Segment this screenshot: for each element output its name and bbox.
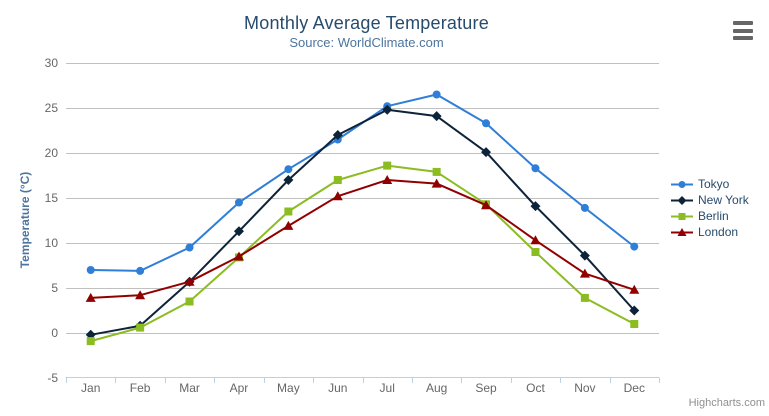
data-point[interactable] <box>530 201 541 212</box>
data-point[interactable] <box>185 297 194 306</box>
x-tick-label: Nov <box>574 381 595 395</box>
data-point[interactable] <box>580 293 589 302</box>
legend-item-tokyo[interactable]: Tokyo <box>671 178 749 190</box>
data-point[interactable] <box>332 130 343 140</box>
data-point[interactable] <box>531 248 540 256</box>
chart-title: Monthly Average Temperature <box>244 13 489 33</box>
series-line <box>89 93 636 272</box>
data-point[interactable] <box>333 176 342 184</box>
x-tick-label: Oct <box>526 381 545 395</box>
data-point <box>678 180 686 188</box>
circle-series-marker-icon <box>671 180 693 188</box>
x-tick-label: Mar <box>179 381 200 395</box>
y-tick-label: 10 <box>45 236 59 250</box>
data-point[interactable] <box>283 220 294 230</box>
data-point[interactable] <box>481 200 492 210</box>
data-point[interactable] <box>580 203 589 212</box>
legend-item-label: Tokyo <box>698 177 730 191</box>
data-point[interactable] <box>481 147 492 158</box>
x-axis-labels: Jan Feb Mar Apr May Jun Jul Aug Sep Oct Nov Dec <box>81 381 645 395</box>
x-tick-label: Aug <box>426 381 447 395</box>
y-tick-label: -5 <box>47 371 58 385</box>
series-line <box>89 108 636 336</box>
legend-item-berlin[interactable]: Berlin <box>671 210 749 222</box>
data-point[interactable] <box>432 167 441 176</box>
series-line <box>89 179 636 299</box>
data-point[interactable] <box>431 178 442 188</box>
data-point[interactable] <box>284 207 293 216</box>
legend-item-label: New York <box>698 193 749 207</box>
x-tick-label: Jun <box>328 381 347 395</box>
y-tick-label: 30 <box>45 56 59 70</box>
y-tick-label: 15 <box>45 191 59 205</box>
y-tick-label: 0 <box>51 326 58 340</box>
data-point[interactable] <box>482 119 491 128</box>
hamburger-icon <box>733 21 753 25</box>
square-series-marker-icon <box>671 212 693 220</box>
data-point[interactable] <box>383 161 392 170</box>
hamburger-icon <box>733 28 753 33</box>
data-point[interactable] <box>531 164 540 173</box>
data-point[interactable] <box>382 175 393 184</box>
export-menu-button[interactable] <box>731 21 755 40</box>
data-point[interactable] <box>135 290 146 300</box>
x-tick-label: Jan <box>81 381 100 395</box>
x-tick-label: May <box>277 381 300 395</box>
x-tick-label: Jul <box>380 381 395 395</box>
series-tokyo[interactable] <box>86 90 639 275</box>
series-line <box>89 164 636 343</box>
series-new-york[interactable] <box>85 104 640 340</box>
data-point[interactable] <box>579 250 590 261</box>
x-tick-label: Sep <box>475 381 497 395</box>
data-point[interactable] <box>86 337 95 346</box>
data-point[interactable] <box>284 165 293 174</box>
chart-subtitle: Source: WorldClimate.com <box>289 35 444 50</box>
x-tick-label: Dec <box>624 381 645 395</box>
data-point[interactable] <box>184 276 195 286</box>
data-point[interactable] <box>530 235 541 245</box>
y-axis-title: Temperature (°C) <box>18 171 32 269</box>
data-point[interactable] <box>630 320 639 328</box>
data-point[interactable] <box>86 266 95 274</box>
legend-item-label: Berlin <box>698 209 729 223</box>
data-point <box>677 195 687 205</box>
credits-link[interactable]: Highcharts.com <box>688 397 765 409</box>
data-point[interactable] <box>234 198 243 207</box>
data-point[interactable] <box>233 226 244 237</box>
legend-item-label: London <box>698 225 739 239</box>
data-point[interactable] <box>630 242 639 251</box>
data-point[interactable] <box>85 292 96 302</box>
data-point[interactable] <box>332 191 343 201</box>
x-tick-label: Feb <box>130 381 151 395</box>
legend-item-london[interactable]: London <box>671 226 749 238</box>
triangle-series-marker-icon <box>671 227 693 236</box>
series-london[interactable] <box>85 175 640 302</box>
legend-item-new-york[interactable]: New York <box>671 194 749 206</box>
x-axis <box>65 377 660 383</box>
data-point[interactable] <box>283 175 294 185</box>
data-point[interactable] <box>382 104 393 115</box>
data-point[interactable] <box>629 305 640 316</box>
data-point[interactable] <box>432 90 441 99</box>
data-point <box>678 212 686 220</box>
y-tick-label: 25 <box>45 101 59 115</box>
data-point[interactable] <box>233 251 244 261</box>
diamond-series-marker-icon <box>671 195 693 205</box>
y-tick-label: 5 <box>51 281 58 295</box>
data-point[interactable] <box>579 268 590 278</box>
data-point[interactable] <box>136 323 145 332</box>
legend: Tokyo New York Berlin London <box>671 178 749 238</box>
data-point[interactable] <box>136 266 145 275</box>
y-tick-label: 20 <box>45 146 59 160</box>
x-tick-label: Apr <box>230 381 249 395</box>
data-point[interactable] <box>185 243 194 252</box>
data-point[interactable] <box>629 284 640 294</box>
data-point <box>677 227 687 236</box>
gridlines <box>66 63 659 334</box>
y-axis-labels: -5 0 5 10 15 20 25 30 <box>45 56 59 385</box>
data-point[interactable] <box>431 111 442 122</box>
hamburger-icon <box>733 36 753 40</box>
